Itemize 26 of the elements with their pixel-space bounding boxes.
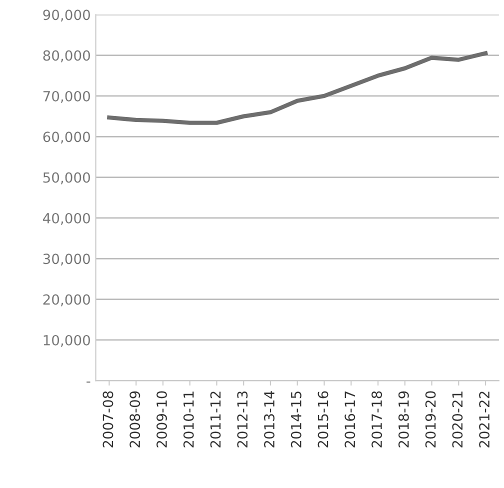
x-tick-label: 2014-15 [290, 392, 302, 448]
y-tick-label: 20,000 [43, 294, 90, 306]
x-tick-label: 2021-22 [479, 392, 490, 448]
x-tick-label: 2020-21 [452, 392, 463, 448]
x-tick-label: 2015-16 [318, 391, 328, 448]
x-tick-label: 2008-09 [130, 391, 140, 448]
x-tick-label: 2009-10 [156, 391, 167, 448]
y-tick-label: 80,000 [43, 50, 90, 62]
y-tick-label: 50,000 [43, 172, 90, 184]
y-tick-label: 90,000 [43, 10, 90, 22]
x-tick-label: 2018-19 [398, 391, 409, 448]
y-tick-label: 70,000 [43, 90, 90, 103]
x-tick-label: 2017-18 [372, 391, 382, 448]
y-tick-label: 30,000 [43, 254, 90, 266]
x-tick-label: 2012-13 [237, 391, 248, 448]
y-tick-label: - [86, 382, 90, 383]
x-tick-label: 2007-08 [102, 391, 114, 448]
x-tick-label: 2016-17 [344, 392, 356, 448]
x-tick-label: 2011-12 [210, 392, 221, 448]
line-series [107, 51, 488, 125]
y-tick-label: 40,000 [42, 212, 90, 225]
x-tick-label: 2010-11 [183, 392, 194, 448]
y-tick-label: 10,000 [44, 334, 90, 347]
x-tick-label: 2013-14 [264, 391, 275, 448]
y-tick-label: 60,000 [43, 132, 90, 144]
x-tick-label: 2019-20 [425, 391, 436, 448]
